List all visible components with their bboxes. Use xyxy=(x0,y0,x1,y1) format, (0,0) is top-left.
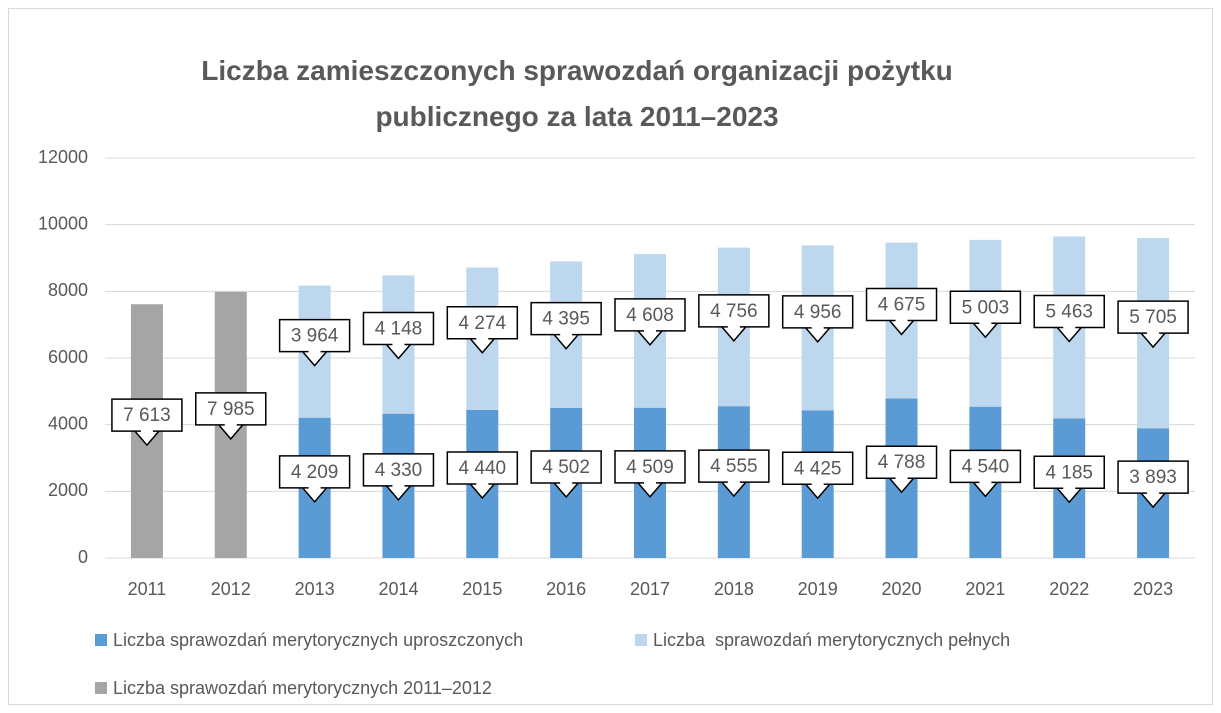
data-label-callout xyxy=(530,450,602,499)
data-label-callout xyxy=(865,445,938,494)
x-tick-label: 2021 xyxy=(965,579,1005,599)
data-label: 4 608 xyxy=(626,305,674,326)
data-label-callout xyxy=(278,455,351,504)
data-label-callout xyxy=(614,450,686,499)
data-label: 5 463 xyxy=(1045,301,1093,322)
data-label: 4 148 xyxy=(375,319,423,340)
data-label: 4 440 xyxy=(459,458,507,479)
data-label: 4 788 xyxy=(878,452,926,473)
y-tick-label: 10000 xyxy=(38,213,88,233)
x-tick-label: 2015 xyxy=(462,579,502,599)
data-label: 4 956 xyxy=(794,302,842,323)
data-label-callout xyxy=(362,311,435,360)
y-tick-label: 12000 xyxy=(38,147,88,167)
data-label: 5 003 xyxy=(962,297,1010,318)
data-label-callout xyxy=(781,451,854,500)
data-label-callout xyxy=(781,295,854,344)
chart-frame xyxy=(8,8,1213,705)
data-label: 4 540 xyxy=(962,456,1010,477)
data-label-callout xyxy=(614,298,686,347)
data-label-callout xyxy=(362,453,435,501)
data-label-callout xyxy=(446,451,519,500)
data-label-callout xyxy=(446,306,519,354)
x-tick-label: 2018 xyxy=(714,579,754,599)
x-tick-label: 2019 xyxy=(798,579,838,599)
y-tick-label: 2000 xyxy=(48,480,88,500)
y-tick-label: 4000 xyxy=(48,413,88,433)
data-label-callout xyxy=(865,287,938,336)
x-tick-label: 2013 xyxy=(295,579,335,599)
x-tick-label: 2020 xyxy=(882,579,922,599)
data-label: 4 425 xyxy=(794,458,842,479)
data-label: 4 330 xyxy=(375,460,423,481)
data-label: 4 555 xyxy=(710,456,758,477)
data-label: 4 185 xyxy=(1045,462,1093,483)
legend-swatch xyxy=(95,682,107,694)
x-tick-label: 2014 xyxy=(378,579,418,599)
data-label-callout xyxy=(698,449,770,498)
chart-title: Liczba zamieszczonych sprawozdań organiz… xyxy=(201,55,953,132)
data-label: 4 274 xyxy=(459,313,507,334)
x-tick-label: 2023 xyxy=(1133,579,1173,599)
data-label: 4 395 xyxy=(542,309,590,330)
legend-swatch xyxy=(635,634,647,646)
data-label-callout xyxy=(111,398,183,447)
data-label: 5 705 xyxy=(1129,307,1177,328)
data-label: 4 756 xyxy=(710,301,758,322)
data-label-callout xyxy=(949,449,1022,498)
data-label: 7 985 xyxy=(207,399,255,420)
data-label-callout xyxy=(530,301,602,350)
legend-label: Liczba sprawozdań merytorycznych pełnych xyxy=(653,630,1010,650)
legend-swatch xyxy=(95,634,107,646)
data-label: 4 209 xyxy=(291,462,339,483)
data-label: 4 509 xyxy=(626,457,674,478)
x-tick-label: 2012 xyxy=(211,579,251,599)
data-label-callout xyxy=(1033,455,1105,504)
data-label-callout xyxy=(1117,460,1189,509)
data-label-callout xyxy=(698,294,770,343)
y-tick-label: 8000 xyxy=(48,280,88,300)
data-label: 3 893 xyxy=(1129,467,1177,488)
data-label-callout xyxy=(1033,294,1105,343)
x-tick-label: 2011 xyxy=(128,579,167,599)
data-label-callout xyxy=(1117,300,1189,349)
data-label-callout xyxy=(195,392,267,441)
data-label: 7 613 xyxy=(123,405,171,426)
legend-label: Liczba sprawozdań merytorycznych 2011–20… xyxy=(113,678,492,698)
y-tick-label: 0 xyxy=(78,547,88,567)
data-label: 4 502 xyxy=(542,457,590,478)
x-tick-label: 2016 xyxy=(546,579,586,599)
data-label: 4 675 xyxy=(878,294,926,315)
data-label-callout xyxy=(949,290,1022,339)
x-tick-label: 2022 xyxy=(1049,579,1089,599)
legend-label: Liczba sprawozdań merytorycznych uproszc… xyxy=(113,630,523,650)
y-tick-label: 6000 xyxy=(48,347,88,367)
x-tick-label: 2017 xyxy=(630,579,670,599)
data-label: 3 964 xyxy=(291,326,339,347)
data-label-callout xyxy=(278,318,351,367)
